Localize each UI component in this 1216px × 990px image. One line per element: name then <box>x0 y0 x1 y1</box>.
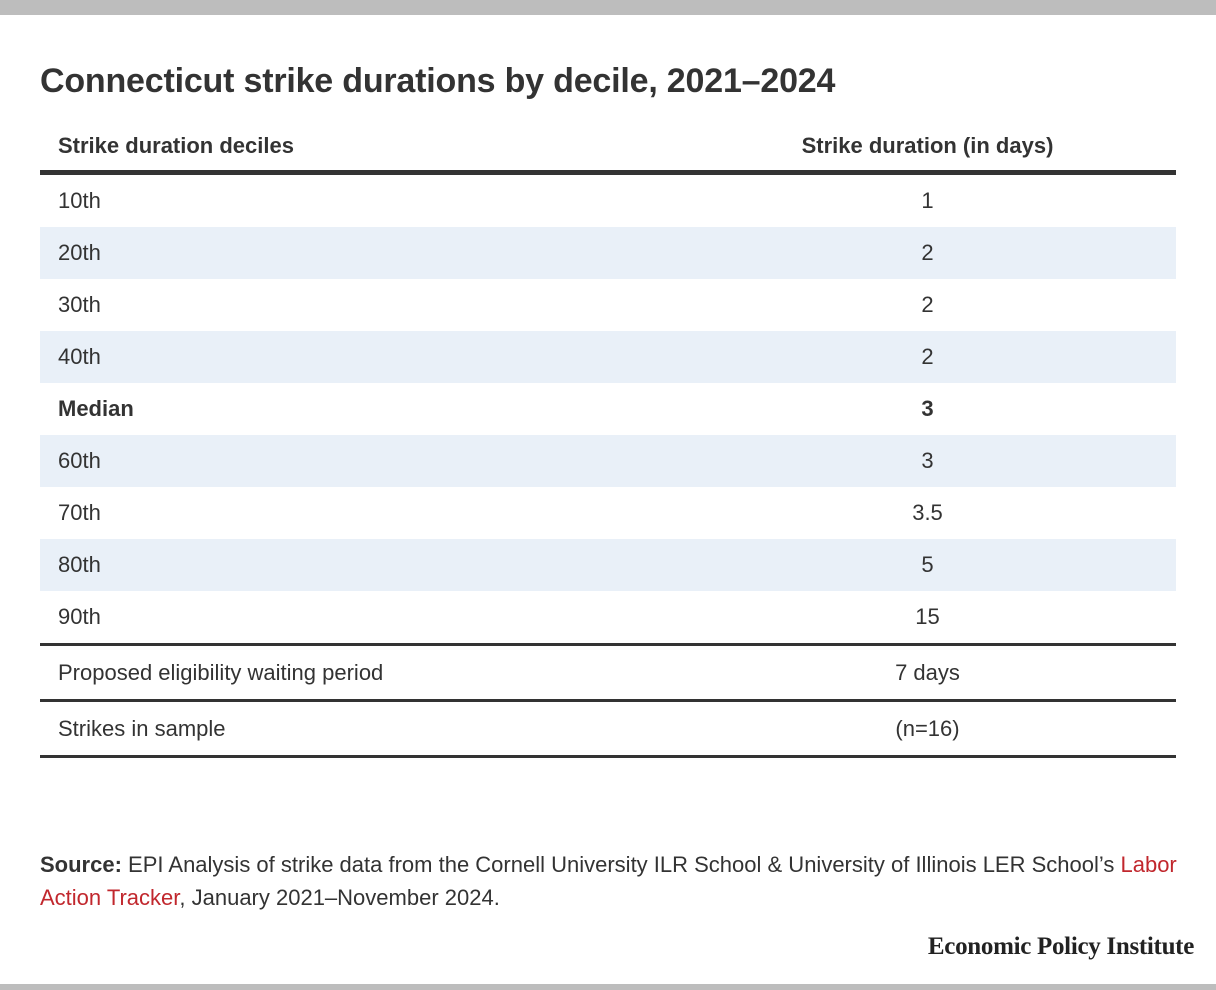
bottom-frame-bar <box>0 984 1216 990</box>
epi-logo: Economic Policy Institute <box>927 933 1194 960</box>
row-value: 15 <box>915 604 940 629</box>
chart-title: Connecticut strike durations by decile, … <box>40 62 836 100</box>
table-row: 10th 1 <box>40 175 1176 227</box>
row-label: 90th <box>58 604 101 629</box>
row-value: 3 <box>921 448 934 473</box>
row-value: 3 <box>921 396 934 421</box>
table-row: 30th 2 <box>40 279 1176 331</box>
row-label: 30th <box>58 292 101 317</box>
table-row: 40th 2 <box>40 331 1176 383</box>
row-label: 40th <box>58 344 101 369</box>
header-duration: Strike duration (in days) <box>801 133 1054 158</box>
table-header-row: Strike duration deciles Strike duration … <box>40 122 1176 175</box>
row-label: 80th <box>58 552 101 577</box>
row-label: Strikes in sample <box>58 715 226 741</box>
labor-action-tracker-link[interactable]: Labor Action Tracker <box>40 852 1177 910</box>
top-frame-bar <box>0 0 1216 15</box>
row-label: 20th <box>58 240 101 265</box>
source-date-range: , January 2021–November 2024. <box>179 885 500 910</box>
row-value: 3.5 <box>912 500 943 525</box>
row-value: 2 <box>921 344 934 369</box>
row-value: 1 <box>921 188 934 213</box>
row-label: Proposed eligibility waiting period <box>58 659 384 685</box>
row-label: Median <box>58 396 134 421</box>
source-text: EPI Analysis of strike data from the Cor… <box>121 852 1121 877</box>
table-row: 80th 5 <box>40 539 1176 591</box>
row-label: 70th <box>58 500 101 525</box>
row-label: 60th <box>58 448 101 473</box>
table-row: 70th 3.5 <box>40 487 1176 539</box>
row-value: 2 <box>921 292 934 317</box>
table-row: 60th 3 <box>40 435 1176 487</box>
sample-size-row: Strikes in sample (n=16) <box>40 699 1176 758</box>
row-value: 2 <box>921 240 934 265</box>
table-row-median: Median 3 <box>40 383 1176 435</box>
header-deciles: Strike duration deciles <box>58 133 294 158</box>
row-value: (n=16) <box>895 715 960 741</box>
row-value: 5 <box>921 552 934 577</box>
duration-table: Strike duration deciles Strike duration … <box>40 122 1176 758</box>
row-value: 7 days <box>895 659 960 685</box>
row-label: 10th <box>58 188 101 213</box>
source-note: Source: EPI Analysis of strike data from… <box>40 848 1180 914</box>
source-prefix: Source: <box>40 852 122 877</box>
table-row: 90th 15 <box>40 591 1176 643</box>
waiting-period-row: Proposed eligibility waiting period 7 da… <box>40 643 1176 699</box>
table-row: 20th 2 <box>40 227 1176 279</box>
